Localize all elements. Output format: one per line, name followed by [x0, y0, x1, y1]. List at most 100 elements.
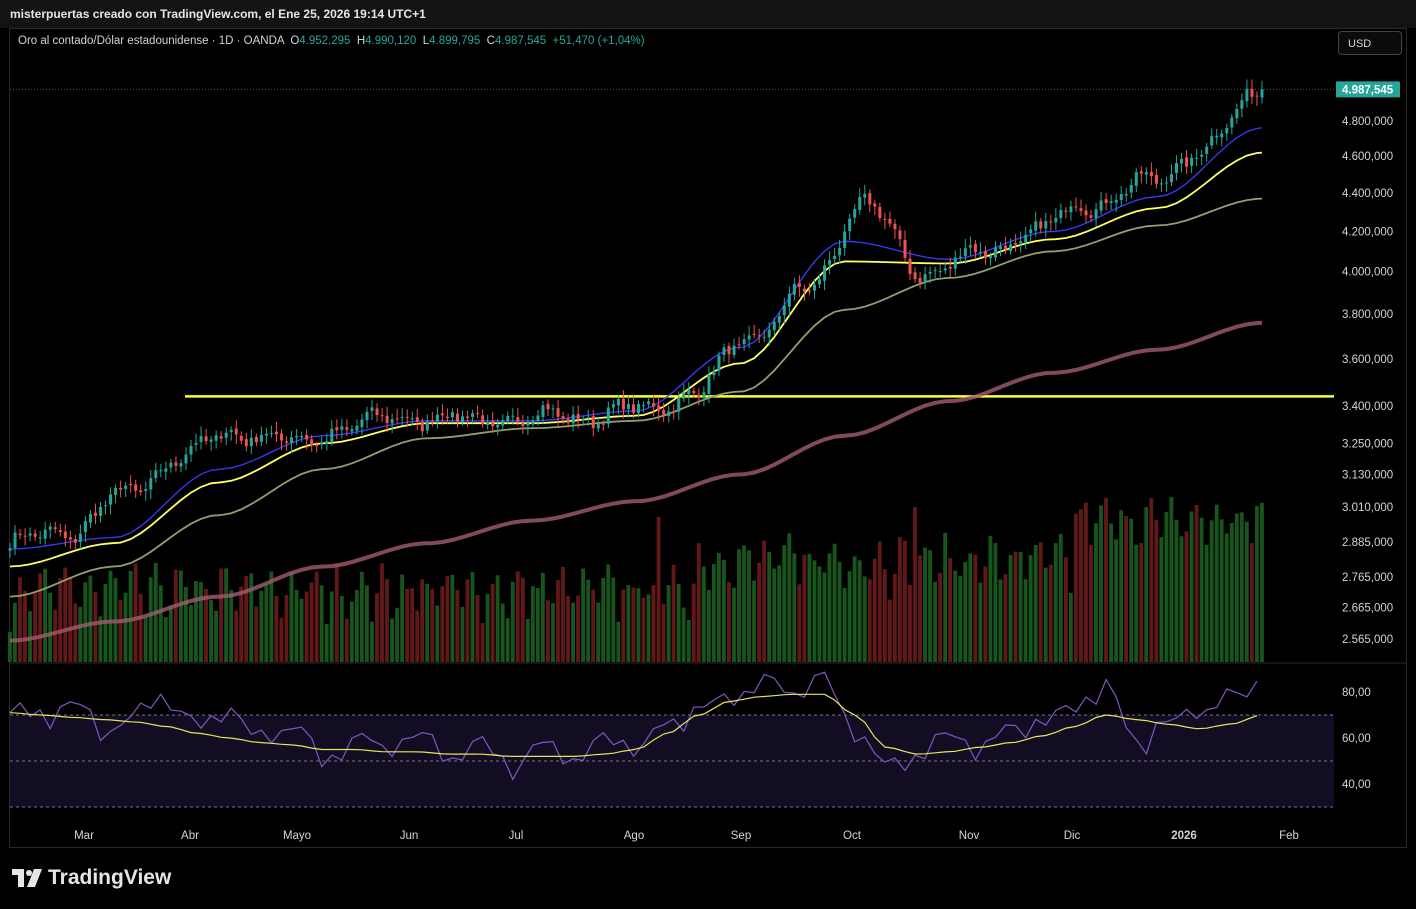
candle-body: [787, 293, 791, 307]
volume-bar: [892, 573, 897, 662]
volume-bar: [370, 621, 374, 662]
candle-body: [1164, 182, 1168, 184]
candle-body: [340, 426, 344, 430]
volume-bar: [591, 589, 596, 662]
volume-bar: [852, 556, 857, 662]
high-value: 4.990,120: [365, 35, 417, 47]
volume-bar: [304, 591, 309, 662]
volume-bar: [1119, 510, 1124, 662]
volume-bar: [53, 609, 58, 662]
volume-bar: [158, 585, 163, 662]
candle-body: [385, 415, 389, 424]
candle-body: [1099, 200, 1103, 211]
volume-bar: [405, 588, 410, 662]
volume-bar: [58, 578, 63, 662]
price-axis-tick: 2.765,000: [1342, 572, 1393, 584]
volume-bar: [239, 586, 244, 662]
volume-bar: [802, 554, 807, 662]
time-axis-tick: Mar: [74, 830, 94, 842]
candle-body: [380, 415, 384, 417]
time-axis-tick: Nov: [959, 830, 980, 842]
candle-body: [139, 490, 143, 493]
candle-body: [1159, 183, 1163, 185]
volume-bar: [1139, 543, 1144, 662]
candle-body: [1225, 127, 1229, 134]
volume-bar: [611, 577, 616, 662]
candle-body: [953, 257, 957, 269]
candle-body: [697, 394, 701, 398]
currency-button[interactable]: USD: [1338, 31, 1402, 55]
volume-bar: [435, 605, 440, 662]
candle-body: [521, 422, 525, 427]
candle-body: [1019, 241, 1023, 244]
candle-body: [531, 420, 535, 425]
volume-bar: [510, 581, 515, 662]
candle-body: [566, 418, 570, 424]
candle-body: [1064, 210, 1068, 212]
candle-body: [350, 429, 354, 432]
volume-bar: [244, 576, 249, 662]
candle-body: [149, 478, 153, 490]
volume-bar: [1159, 537, 1164, 662]
candle-body: [647, 401, 651, 405]
open-label: O: [290, 35, 300, 47]
volume-bar: [827, 553, 832, 662]
moving-average-ema_fast: [9, 127, 1263, 550]
candle-body: [536, 415, 540, 422]
candle-body: [712, 371, 716, 376]
candle-body: [164, 468, 168, 472]
volume-bar: [847, 571, 852, 662]
candle-body: [873, 203, 877, 207]
candle-body: [109, 494, 113, 505]
volume-bar: [63, 567, 68, 662]
candle-body: [405, 416, 409, 418]
candle-body: [1260, 89, 1264, 98]
candle-body: [209, 439, 213, 442]
volume-bar: [606, 564, 611, 662]
candle-body: [1109, 201, 1113, 203]
volume-bar: [1033, 544, 1038, 662]
volume-bar: [641, 597, 646, 662]
tradingview-logo[interactable]: TradingView: [12, 866, 171, 890]
time-axis-tick: Jul: [509, 830, 524, 842]
symbol-title[interactable]: Oro al contado/Dólar estadounidense · 1D…: [18, 35, 284, 47]
candle-body: [38, 537, 42, 539]
volume-bar: [1249, 543, 1254, 662]
candle-body: [1059, 210, 1063, 219]
candle-body: [486, 422, 490, 425]
volume-bar: [1179, 536, 1184, 662]
volume-bar: [958, 575, 963, 662]
candle-body: [1024, 234, 1028, 243]
volume-bar: [862, 576, 867, 662]
volume-bar: [721, 559, 726, 662]
time-axis-tick: Abr: [181, 830, 199, 842]
candle-body: [913, 272, 917, 280]
candle-body: [823, 265, 827, 281]
time-axis-tick: Dic: [1064, 830, 1081, 842]
candle-body: [1044, 221, 1048, 229]
candle-body: [948, 266, 952, 269]
candle-body: [496, 424, 500, 428]
volume-bar: [933, 581, 938, 662]
volume-bar: [108, 570, 113, 662]
volume-bar: [143, 617, 148, 662]
volume-bar: [309, 582, 314, 662]
candle-body: [305, 434, 309, 440]
candle-body: [420, 421, 424, 432]
candle-body: [616, 398, 620, 406]
candle-body: [722, 347, 726, 355]
candle-body: [290, 437, 294, 444]
volume-bar: [259, 590, 264, 662]
volume-bar: [1089, 544, 1093, 662]
volume-bar: [1063, 557, 1068, 662]
volume-bar: [118, 600, 123, 662]
price-axis-tick: 2.565,000: [1342, 634, 1393, 646]
volume-bar: [747, 550, 751, 662]
volume-bar: [385, 579, 389, 662]
candle-body: [898, 230, 902, 240]
candle-body: [903, 239, 907, 258]
candle-body: [988, 256, 992, 259]
candle-body: [264, 433, 268, 436]
volume-bar: [1219, 519, 1224, 662]
